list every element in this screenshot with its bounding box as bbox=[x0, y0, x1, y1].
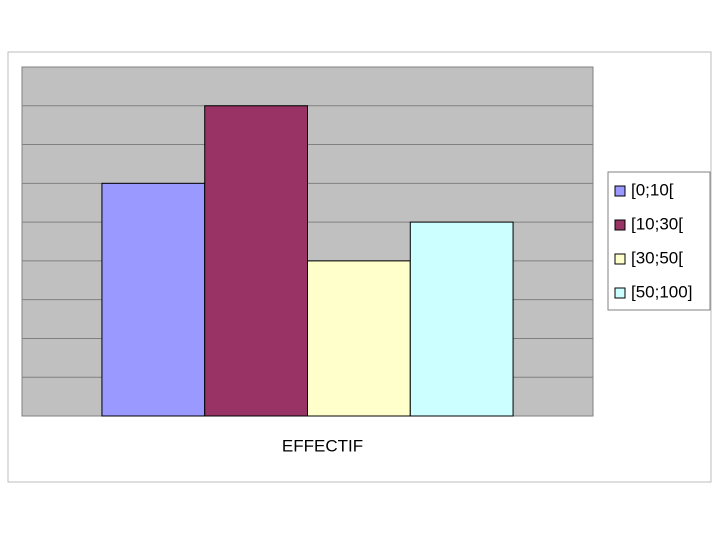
legend-label: [30;50[ bbox=[631, 248, 683, 267]
legend-swatch bbox=[614, 287, 626, 299]
legend-label: [0;10[ bbox=[631, 180, 674, 199]
bar bbox=[204, 105, 308, 417]
bar bbox=[409, 221, 514, 417]
legend-swatch bbox=[614, 185, 626, 197]
legend-swatch bbox=[614, 219, 626, 231]
legend-label: [10;30[ bbox=[631, 214, 683, 233]
legend-swatch bbox=[614, 253, 626, 265]
legend-label: [50;100] bbox=[631, 282, 692, 301]
bar bbox=[307, 260, 411, 417]
x-tick-label: EFFECTIF bbox=[282, 436, 363, 455]
bar bbox=[101, 182, 206, 417]
